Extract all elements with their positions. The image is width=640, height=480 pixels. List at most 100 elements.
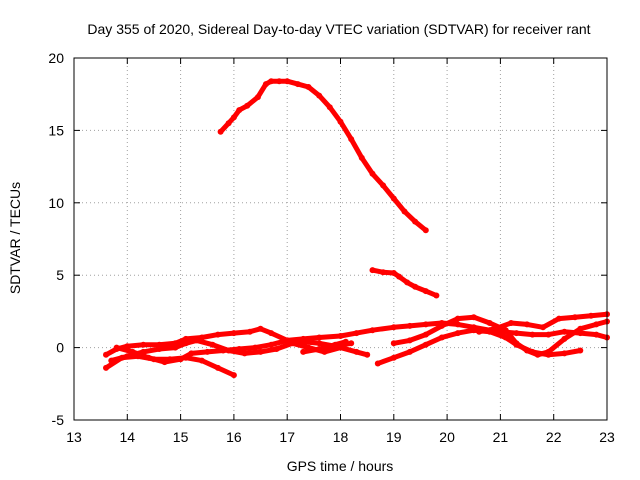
data-point xyxy=(492,325,499,332)
data-point xyxy=(268,330,275,337)
data-point xyxy=(524,347,530,354)
data-point xyxy=(545,348,552,355)
x-tick-label: 23 xyxy=(599,429,615,445)
data-layer xyxy=(103,78,610,379)
series-arc-f xyxy=(390,314,610,358)
data-point xyxy=(433,292,440,299)
data-point xyxy=(380,269,387,276)
x-tick-label: 22 xyxy=(546,429,562,445)
data-point xyxy=(593,321,600,328)
data-point xyxy=(182,340,189,347)
data-point xyxy=(108,357,115,364)
data-point xyxy=(390,270,397,276)
data-point xyxy=(103,351,109,358)
data-point xyxy=(326,104,333,111)
x-tick-label: 16 xyxy=(226,429,242,445)
data-point xyxy=(358,154,365,161)
data-point xyxy=(337,333,344,339)
data-point xyxy=(454,321,461,328)
series-arc-d xyxy=(113,337,355,366)
data-point xyxy=(406,348,413,355)
data-point xyxy=(561,350,568,357)
data-point xyxy=(513,330,520,337)
data-point xyxy=(412,283,419,290)
data-point xyxy=(390,340,397,347)
data-point xyxy=(214,364,221,371)
data-point xyxy=(316,346,323,352)
data-point xyxy=(422,331,429,338)
series-arc-a xyxy=(103,320,610,358)
data-point xyxy=(244,102,251,109)
data-point xyxy=(300,338,307,345)
chart-title: Day 355 of 2020, Sidereal Day-to-day VTE… xyxy=(87,21,590,37)
data-point xyxy=(225,120,232,127)
data-point xyxy=(502,334,509,341)
data-point xyxy=(262,81,269,88)
data-point xyxy=(332,341,339,348)
data-point xyxy=(401,208,408,215)
x-tick-label: 15 xyxy=(173,429,189,445)
data-point xyxy=(404,279,411,286)
data-point xyxy=(438,322,445,329)
series-arc-h xyxy=(300,338,349,355)
data-point xyxy=(300,348,307,355)
data-point xyxy=(348,136,355,143)
data-point xyxy=(198,357,205,364)
data-point xyxy=(305,84,312,90)
data-point xyxy=(396,273,403,280)
data-point xyxy=(156,341,163,348)
data-point xyxy=(145,354,152,361)
data-point xyxy=(257,325,264,332)
data-point xyxy=(217,128,224,135)
data-point xyxy=(252,344,259,351)
data-point xyxy=(204,348,211,355)
data-point xyxy=(369,327,376,334)
data-point xyxy=(316,340,323,347)
data-point xyxy=(268,78,275,85)
series-arc-g xyxy=(476,311,610,335)
data-point xyxy=(486,320,493,326)
data-point xyxy=(230,372,237,379)
series-line xyxy=(391,314,610,358)
data-point xyxy=(529,331,536,338)
data-point xyxy=(534,351,541,358)
data-point xyxy=(254,94,261,101)
data-point xyxy=(103,364,109,371)
data-point xyxy=(390,195,397,202)
y-tick-label: 10 xyxy=(48,195,64,211)
data-point xyxy=(161,359,168,366)
data-point xyxy=(577,347,584,354)
data-point xyxy=(353,348,360,355)
data-point xyxy=(524,321,530,328)
series-arc-high xyxy=(217,78,429,234)
data-point xyxy=(513,340,520,347)
y-tick-label: 0 xyxy=(56,340,64,356)
y-tick-label: 20 xyxy=(48,50,64,66)
x-tick-label: 13 xyxy=(66,429,82,445)
data-point xyxy=(113,344,120,351)
data-point xyxy=(284,78,291,85)
data-point xyxy=(561,328,568,335)
y-tick-label: 15 xyxy=(48,122,64,138)
x-tick-label: 18 xyxy=(333,429,349,445)
data-point xyxy=(241,350,248,357)
x-tick-label: 17 xyxy=(279,429,295,445)
data-point xyxy=(422,341,429,348)
x-axis-label: GPS time / hours xyxy=(287,458,394,474)
data-point xyxy=(236,107,243,114)
data-point xyxy=(257,348,264,355)
data-point xyxy=(177,356,184,363)
data-point xyxy=(316,334,323,341)
series-line xyxy=(103,320,610,358)
data-point xyxy=(353,330,360,337)
tick-layer: 13 14 15 16 17 18 19 20 21 22 23 -5 0 5 10 15 20 xyxy=(48,50,615,445)
data-point xyxy=(422,227,429,234)
data-point xyxy=(438,334,445,341)
data-point xyxy=(364,351,371,358)
data-point xyxy=(140,341,147,348)
data-point xyxy=(342,338,349,345)
data-point xyxy=(540,324,546,331)
data-point xyxy=(337,118,344,125)
